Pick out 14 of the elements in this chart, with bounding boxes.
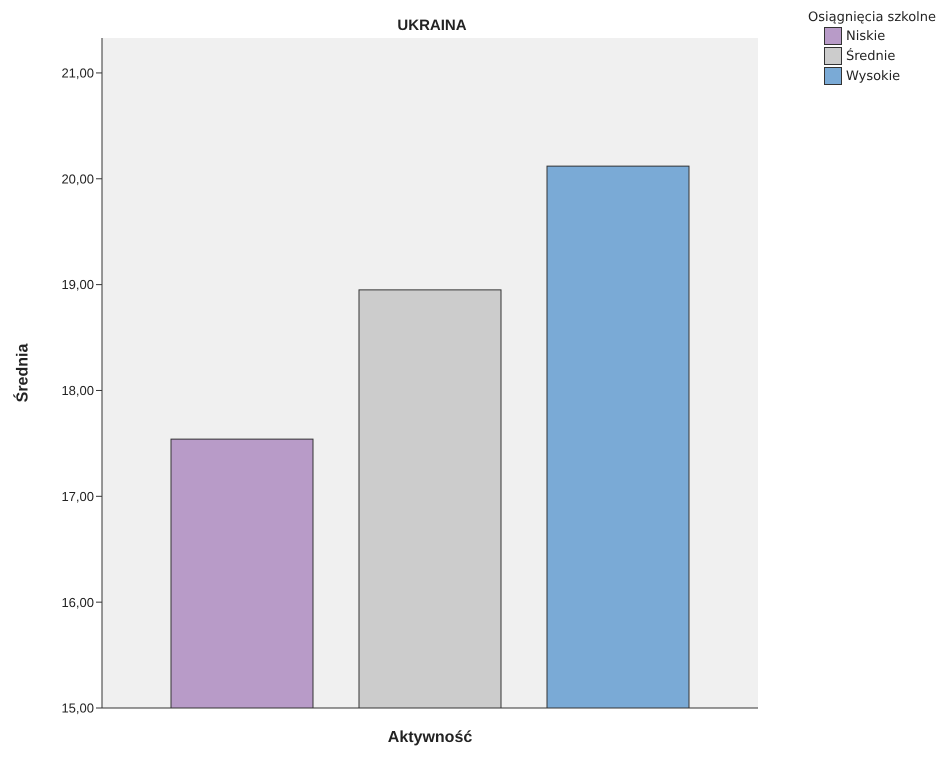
y-axis-title: Średnia: [12, 344, 32, 402]
y-tick-label: 21,00: [61, 66, 94, 81]
x-axis-title: Aktywność: [388, 729, 472, 746]
y-tick-label: 15,00: [61, 700, 94, 716]
legend-label: Wysokie: [846, 68, 900, 84]
y-tick-label: 17,00: [61, 488, 94, 504]
legend-title: Osiągnięcia szkolne: [808, 10, 936, 25]
y-tick-label: 20,00: [61, 171, 94, 186]
y-tick-label: 19,00: [61, 277, 94, 292]
chart-title: UKRAINA: [397, 17, 467, 34]
y-tick-label: 16,00: [61, 594, 94, 610]
legend-label: Niskie: [846, 28, 886, 44]
legend-label: Średnie: [846, 48, 896, 64]
y-tick-label: 18,00: [61, 383, 94, 398]
